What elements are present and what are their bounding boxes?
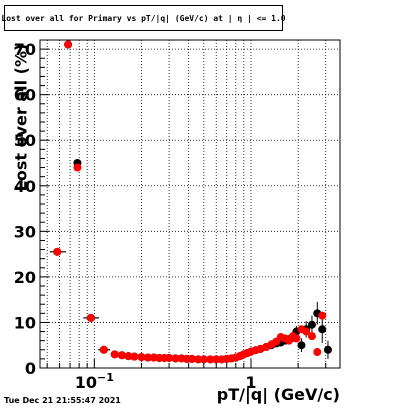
data-point: [323, 345, 332, 354]
data-point: [302, 327, 311, 336]
data-point: [318, 325, 327, 334]
data-point: [110, 350, 119, 359]
x-tick-label: 1: [245, 373, 256, 392]
data-point: [313, 348, 322, 357]
x-axis-label: pT/|q| (GeV/c): [216, 385, 340, 404]
data-point: [307, 320, 316, 329]
data-point: [130, 352, 139, 361]
chart-title: Lost over all for Primary vs pT/|q| (GeV…: [1, 5, 286, 31]
tick-labels: 0 10 20 30 40 50 60 70 10−1 1: [14, 40, 257, 392]
data-point: [165, 353, 174, 362]
timestamp: Tue Dec 21 21:55:47 2021: [4, 396, 121, 405]
data-point: [194, 355, 203, 364]
data-point: [171, 354, 180, 363]
data-point: [99, 345, 108, 354]
y-tick-label: 30: [14, 222, 36, 241]
data-point: [187, 354, 196, 363]
y-tick-label: 70: [14, 40, 36, 59]
data-point: [292, 334, 301, 343]
data-point: [206, 355, 215, 364]
data-point: [307, 332, 316, 341]
y-tick-label: 0: [25, 359, 36, 378]
y-axis-label: Lost over all (%): [11, 43, 31, 192]
data-point: [297, 341, 306, 350]
data-point: [143, 353, 152, 362]
series-black-markers: [53, 40, 332, 364]
y-tick-label: 50: [14, 131, 36, 150]
data-point: [137, 353, 146, 362]
x-tick-label: 10−1: [75, 371, 114, 392]
data-point: [64, 40, 73, 49]
data-point: [199, 355, 208, 364]
error-bars: [49, 41, 329, 359]
data-point: [53, 247, 62, 256]
plot-frame: [39, 39, 341, 369]
data-point: [86, 313, 95, 322]
data-point: [124, 352, 133, 361]
y-tick-label: 10: [14, 313, 36, 332]
axis-ticks: [40, 39, 327, 369]
y-tick-label: 20: [14, 268, 36, 287]
y-tick-label: 40: [14, 177, 36, 196]
series-red-markers: [53, 40, 327, 364]
grid-lines: [40, 40, 340, 368]
data-point: [117, 351, 126, 360]
y-tick-label: 60: [14, 86, 36, 105]
data-point: [318, 311, 327, 320]
data-point: [73, 163, 82, 172]
